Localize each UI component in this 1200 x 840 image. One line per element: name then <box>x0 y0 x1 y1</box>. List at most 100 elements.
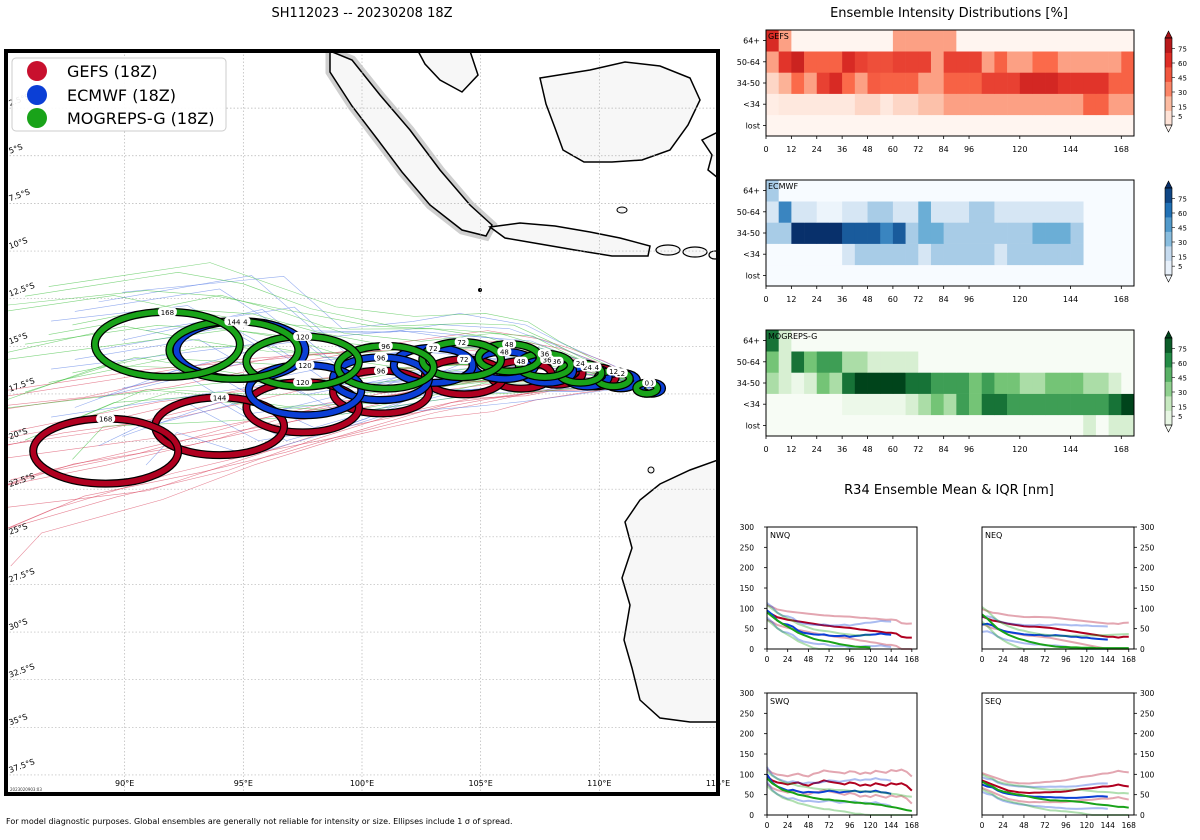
heatmap-cell <box>816 72 830 94</box>
hour-label-bg <box>96 414 116 424</box>
heatmap-cell <box>892 414 906 437</box>
r34-xtick-label: 120 <box>863 821 878 830</box>
r34-mean-line <box>981 613 1129 650</box>
heatmap-cell <box>880 372 894 394</box>
heatmap-cell <box>918 243 932 266</box>
heatmap-cell <box>1083 30 1097 52</box>
r34-ytick-label: 150 <box>740 750 755 759</box>
heatmap-cell <box>842 114 856 137</box>
r34-xtick-label: 24 <box>783 655 793 664</box>
heatmap-cell <box>1057 180 1071 202</box>
r34-xtick-label: 168 <box>1122 821 1137 830</box>
heatmap-cell <box>854 351 868 373</box>
heatmap-xtick-label: 60 <box>888 445 898 454</box>
r34-panel-label: NEQ <box>985 531 1002 540</box>
heatmap-cell <box>994 180 1008 202</box>
land-java <box>488 222 651 257</box>
heatmap-cell <box>1108 414 1122 437</box>
heatmap-cell <box>1007 372 1021 394</box>
heatmap-cell <box>918 72 932 94</box>
heatmap-cell <box>791 93 805 116</box>
heatmap-cell <box>829 414 843 437</box>
r34-title: R34 Ensemble Mean & IQR [nm] <box>844 483 1054 498</box>
heatmap-cell <box>943 72 957 94</box>
heatmap-xtick-label: 96 <box>964 145 974 154</box>
r34-iqr-upper <box>981 776 1108 788</box>
heatmap-cell <box>1007 51 1021 73</box>
r34-xtick-label: 0 <box>765 821 770 830</box>
heatmap-cell <box>778 351 792 373</box>
heatmap-cell <box>1032 351 1046 373</box>
heatmap-cell <box>854 30 868 52</box>
colorbar-segment <box>1165 231 1172 247</box>
heatmap-cell <box>1045 372 1059 394</box>
heatmap-xtick-label: 72 <box>913 445 923 454</box>
colorbar-frame <box>1164 37 1173 126</box>
heatmap-cell <box>892 243 906 266</box>
heatmap-cell <box>766 114 779 137</box>
heatmap-cell <box>1057 222 1071 244</box>
heatmap-cell <box>1095 414 1109 437</box>
r34-ytick-label: 0 <box>1140 811 1145 820</box>
heatmap-cell <box>994 414 1008 437</box>
r34-xtick-label: 96 <box>1061 655 1071 664</box>
legend-label-mogreps: MOGREPS-G (18Z) <box>67 109 214 128</box>
heatmap-cell <box>842 72 856 94</box>
heatmap-cell <box>892 180 906 202</box>
heatmap-cell <box>956 201 970 223</box>
heatmap-cell <box>1019 93 1033 116</box>
colorbar-max-cap <box>1164 180 1173 189</box>
heatmap-cell <box>969 243 983 266</box>
colorbar-tick-label: 30 <box>1178 239 1187 247</box>
r34-ytick-label: 300 <box>740 523 755 532</box>
heatmap-cell <box>943 351 957 373</box>
heatmap-ytick-label: 50-64 <box>737 208 760 217</box>
heatmap-cell <box>804 372 818 394</box>
heatmap-cell <box>1108 72 1122 94</box>
heatmap-cell <box>880 330 894 352</box>
heatmap-cell <box>778 414 792 437</box>
heatmap-cell <box>1019 264 1033 287</box>
legend-marker-gefs <box>27 61 47 81</box>
heatmap-cell <box>1070 264 1084 287</box>
heatmap-cell <box>1070 180 1084 202</box>
heatmap-cell <box>842 243 856 266</box>
r34-mean-line <box>766 611 871 649</box>
heatmap-cell <box>1045 30 1059 52</box>
heatmap-xtick-label: 120 <box>1012 295 1027 304</box>
r34-ytick-label: 100 <box>1140 770 1155 779</box>
heatmap-cell <box>969 264 983 287</box>
heatmap-cell <box>842 180 856 202</box>
heatmap-cell <box>791 414 805 437</box>
r34-mean-line <box>981 779 1129 795</box>
heatmap-cell <box>816 180 830 202</box>
colorbar-segment <box>1165 410 1172 426</box>
heatmap-cell <box>791 30 805 52</box>
heatmap-cell <box>943 243 957 266</box>
heatmap-cell <box>842 414 856 437</box>
r34-iqr-upper <box>981 615 1108 628</box>
r34-iqr-lower <box>981 790 1108 810</box>
heatmap-xtick-label: 24 <box>812 145 822 154</box>
heatmap-cell <box>892 393 906 416</box>
r34-iqr-upper <box>981 608 1129 625</box>
heatmap-cell <box>930 393 944 416</box>
colorbar-tick-label: 5 <box>1178 263 1182 271</box>
heatmap-cell <box>1019 222 1033 244</box>
hour-label-bg <box>293 377 313 387</box>
colorbar-tick-label: 75 <box>1178 346 1187 354</box>
heatmap-cell <box>981 393 995 416</box>
heatmap-cell <box>892 114 906 137</box>
heatmap-cell <box>1045 93 1059 116</box>
heatmap-cell <box>829 72 843 94</box>
heatmap-cell <box>1032 72 1046 94</box>
r34-ytick-label: 250 <box>740 709 755 718</box>
heatmap-cell <box>1057 93 1071 116</box>
colorbar-segment <box>1165 67 1172 82</box>
legend-label-ecmwf: ECMWF (18Z) <box>67 86 176 105</box>
colorbar-segment <box>1165 52 1172 68</box>
heatmap-cell <box>1019 201 1033 223</box>
heatmap-cell <box>1083 393 1097 416</box>
